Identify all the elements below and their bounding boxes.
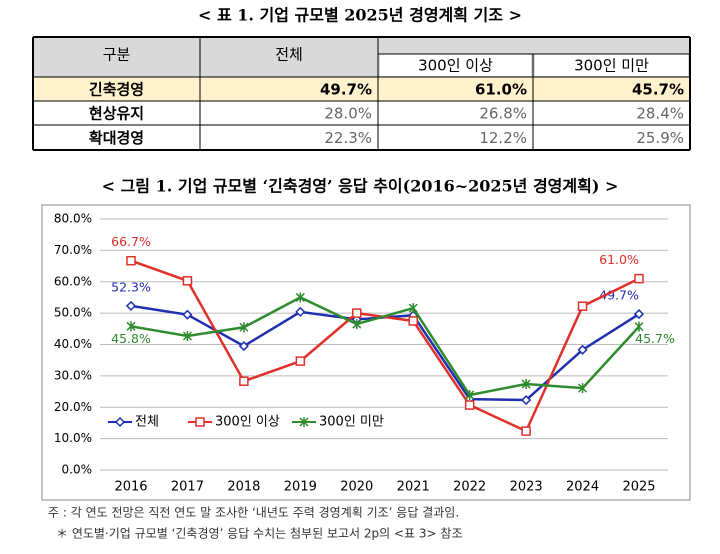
data-label: 52.3%: [111, 279, 151, 294]
marker: [238, 341, 249, 352]
marker: [182, 331, 192, 342]
legend-label: 전체: [135, 415, 159, 430]
table-header: 구분: [103, 46, 131, 64]
row-label: 확대경영: [89, 129, 144, 147]
chart-title: < 그림 1. 기업 규모별 ‘긴축경영’ 응답 추이(2016~2025년 경…: [102, 177, 619, 196]
note: ＊ 연도별·기업 규모별 ‘긴축경영’ 응답 수치는 첨부된 보고서 2p의 <…: [56, 527, 462, 541]
table-title: < 표 1. 기업 규모별 2025년 경영계획 기조 >: [198, 6, 522, 25]
table-cell: 25.9%: [636, 129, 684, 147]
marker: [634, 321, 644, 332]
y-tick-label: 10.0%: [54, 431, 92, 445]
marker: [239, 322, 249, 333]
marker: [634, 273, 644, 284]
y-tick-label: 70.0%: [54, 243, 92, 257]
x-tick-label: 2025: [622, 480, 655, 495]
y-tick-label: 0.0%: [62, 463, 93, 477]
marker: [125, 300, 137, 311]
data-label: 45.7%: [635, 331, 675, 346]
note: 주 : 각 연도 전망은 직전 연도 말 조사한 ‘내년도 주력 경영계획 기조…: [48, 506, 459, 520]
row-label: 현상유지: [89, 105, 144, 123]
header-cell-bg: [380, 54, 531, 76]
y-tick-label: 20.0%: [54, 400, 92, 414]
table-cell: 45.7%: [632, 81, 684, 99]
marker: [464, 400, 475, 410]
table-header: 300인 미만: [574, 57, 649, 75]
x-tick-label: 2020: [340, 480, 373, 495]
marker: [114, 416, 126, 428]
table-cell: 26.8%: [479, 105, 527, 123]
marker: [465, 390, 475, 401]
marker: [295, 292, 305, 303]
marker: [295, 356, 306, 366]
x-tick-label: 2022: [453, 480, 486, 495]
table-cell: 28.0%: [324, 105, 372, 123]
x-tick-label: 2018: [227, 480, 260, 495]
header-cell-bg: [535, 54, 688, 76]
x-tick-label: 2024: [566, 480, 599, 495]
x-tick-label: 2016: [114, 480, 147, 495]
marker: [521, 379, 531, 390]
marker: [239, 376, 249, 386]
table-cell: 22.3%: [324, 129, 372, 147]
marker: [182, 309, 193, 320]
table-header: 300인 이상: [418, 57, 493, 75]
x-tick-label: 2023: [510, 480, 543, 495]
data-label: 66.7%: [111, 234, 151, 249]
row-label: 긴축경영: [89, 81, 144, 99]
x-tick-label: 2017: [171, 480, 204, 495]
marker: [521, 426, 531, 436]
y-tick-label: 50.0%: [54, 306, 92, 320]
table-header: 전체: [275, 46, 303, 64]
table-cell: 28.4%: [636, 105, 684, 123]
marker: [352, 319, 362, 330]
series-line: [130, 296, 640, 397]
data-label: 49.7%: [599, 288, 639, 303]
y-tick-label: 30.0%: [54, 368, 92, 382]
marker: [299, 417, 309, 427]
marker: [195, 417, 205, 427]
marker: [295, 306, 306, 317]
legend-label: 300인 이상: [215, 415, 280, 430]
y-tick-label: 80.0%: [54, 212, 92, 226]
marker: [577, 301, 588, 311]
marker: [521, 394, 532, 406]
x-tick-label: 2021: [397, 480, 430, 495]
marker: [578, 383, 588, 394]
marker: [577, 344, 588, 355]
marker: [408, 316, 418, 326]
marker: [408, 303, 418, 314]
x-tick-label: 2019: [284, 480, 317, 495]
marker: [126, 321, 136, 332]
highlight-row-bg: [33, 77, 690, 101]
data-label: 45.8%: [111, 331, 151, 346]
table-cell: 61.0%: [475, 81, 527, 99]
marker: [182, 276, 193, 286]
y-tick-label: 40.0%: [54, 337, 92, 351]
y-tick-label: 60.0%: [54, 274, 92, 288]
table-cell: 49.7%: [320, 81, 372, 99]
marker: [352, 308, 362, 318]
chart-frame: [41, 204, 691, 501]
legend-label: 300인 미만: [319, 415, 384, 430]
marker: [633, 309, 645, 320]
table-cell: 12.2%: [479, 129, 527, 147]
data-label: 61.0%: [599, 252, 639, 267]
marker: [126, 255, 136, 266]
